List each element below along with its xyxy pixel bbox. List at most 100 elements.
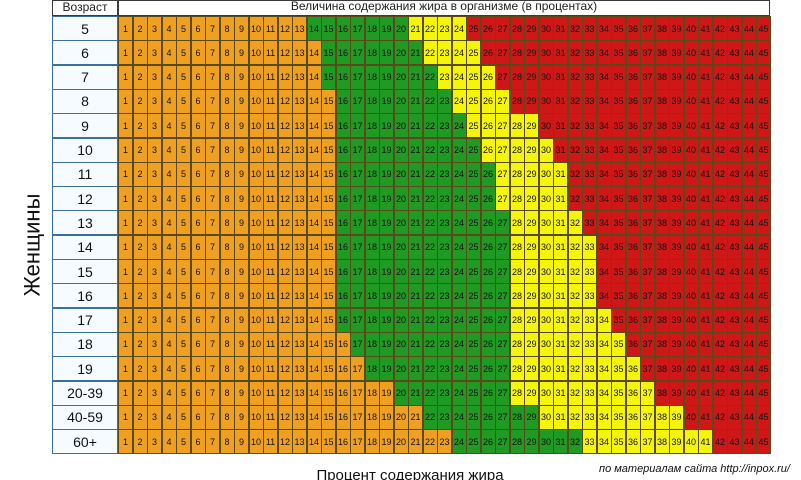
grid-cell: 29 [524, 137, 539, 163]
grid-cell: 2 [132, 404, 148, 430]
grid-cell: 6 [190, 161, 206, 187]
grid-cell: 38 [654, 16, 670, 41]
grid-cell: 44 [741, 307, 757, 333]
grid-cell: 11 [263, 40, 278, 66]
grid-cell: 7 [205, 210, 220, 236]
grid-cell: 2 [132, 137, 148, 163]
grid-cell: 14 [306, 429, 322, 455]
grid-cell: 45 [756, 356, 771, 382]
grid-cell: 13 [292, 137, 307, 163]
grid-cell: 17 [350, 404, 365, 430]
grid-cell: 39 [669, 356, 684, 382]
grid-cell: 14 [306, 259, 322, 284]
grid-cell: 4 [161, 234, 177, 260]
grid-cell: 11 [263, 88, 278, 114]
grid-cell: 11 [263, 380, 278, 406]
grid-cell: 8 [219, 356, 235, 382]
grid-cell: 11 [263, 137, 278, 163]
grid-cell: 15 [321, 356, 336, 382]
grid-cell: 42 [712, 307, 728, 333]
grid-cell: 43 [727, 259, 742, 284]
grid-cell: 23 [437, 16, 452, 41]
grid-cell: 28 [509, 88, 525, 114]
grid-cell: 8 [219, 88, 235, 114]
grid-cell: 42 [712, 259, 728, 284]
grid-cell: 35 [611, 64, 626, 90]
grid-cell: 10 [248, 307, 264, 333]
grid-cell: 19 [379, 331, 394, 357]
grid-cell: 12 [277, 331, 293, 357]
grid-cell: 43 [727, 331, 742, 357]
grid-cell: 35 [611, 137, 626, 163]
grid-cell: 36 [625, 88, 641, 114]
grid-cell: 21 [408, 356, 423, 382]
grid-cell: 27 [495, 283, 510, 309]
grid-cell: 19 [379, 186, 394, 212]
grid-cell: 34 [596, 307, 612, 333]
grid-cell: 41 [698, 88, 713, 114]
grid-cell: 15 [321, 40, 336, 66]
grid-cell: 32 [567, 429, 583, 455]
grid-cell: 21 [408, 137, 423, 163]
grid-cell: 17 [350, 356, 365, 382]
grid-cell: 39 [669, 380, 684, 406]
grid-cell: 26 [480, 380, 496, 406]
grid-cell: 19 [379, 64, 394, 90]
grid-cell: 14 [306, 40, 322, 66]
grid-cell: 44 [741, 259, 757, 284]
grid-cell: 21 [408, 64, 423, 90]
grid-cell: 32 [567, 331, 583, 357]
grid-cell: 33 [582, 234, 597, 260]
grid-cell: 18 [364, 137, 380, 163]
grid-cell: 4 [161, 331, 177, 357]
grid-cell: 7 [205, 380, 220, 406]
grid-cell: 40 [683, 356, 699, 382]
grid-cell: 16 [335, 113, 351, 139]
grid-cell: 3 [147, 404, 162, 430]
grid-cell: 8 [219, 137, 235, 163]
grid-cell: 34 [596, 234, 612, 260]
grid-cell: 7 [205, 331, 220, 357]
grid-cell: 3 [147, 234, 162, 260]
grid-cell: 44 [741, 380, 757, 406]
grid-cell: 26 [480, 234, 496, 260]
grid-cell: 4 [161, 137, 177, 163]
grid-cell: 28 [509, 64, 525, 90]
grid-cell: 13 [292, 331, 307, 357]
grid-cell: 42 [712, 429, 728, 455]
grid-cell: 28 [509, 429, 525, 455]
grid-cell: 15 [321, 283, 336, 309]
grid-cell: 28 [509, 161, 525, 187]
grid-cell: 39 [669, 16, 684, 41]
grid-cell: 20 [393, 16, 409, 41]
grid-cell: 39 [669, 259, 684, 284]
age-label: 15 [52, 259, 118, 284]
grid-cell: 26 [480, 356, 496, 382]
grid-cell: 39 [669, 283, 684, 309]
grid-cell: 38 [654, 137, 670, 163]
grid-cell: 39 [669, 429, 684, 455]
grid-cell: 38 [654, 259, 670, 284]
grid-cell: 32 [567, 210, 583, 236]
grid-cell: 8 [219, 186, 235, 212]
grid-cell: 13 [292, 234, 307, 260]
grid-cell: 20 [393, 64, 409, 90]
grid-cell: 26 [480, 186, 496, 212]
grid-cell: 15 [321, 88, 336, 114]
grid-cell: 33 [582, 259, 597, 284]
grid-cell: 31 [553, 234, 568, 260]
grid-cell: 6 [190, 331, 206, 357]
grid-cell: 39 [669, 161, 684, 187]
grid-cell: 14 [306, 113, 322, 139]
grid-cell: 43 [727, 40, 742, 66]
grid-cell: 37 [640, 64, 655, 90]
grid-cell: 33 [582, 283, 597, 309]
grid-cell: 1 [118, 88, 133, 114]
age-label: 6 [52, 40, 118, 66]
grid-cell: 20 [393, 186, 409, 212]
grid-cell: 16 [335, 404, 351, 430]
grid-cell: 25 [466, 380, 481, 406]
grid-cell: 40 [683, 161, 699, 187]
grid-cell: 1 [118, 380, 133, 406]
grid-cell: 30 [538, 161, 554, 187]
